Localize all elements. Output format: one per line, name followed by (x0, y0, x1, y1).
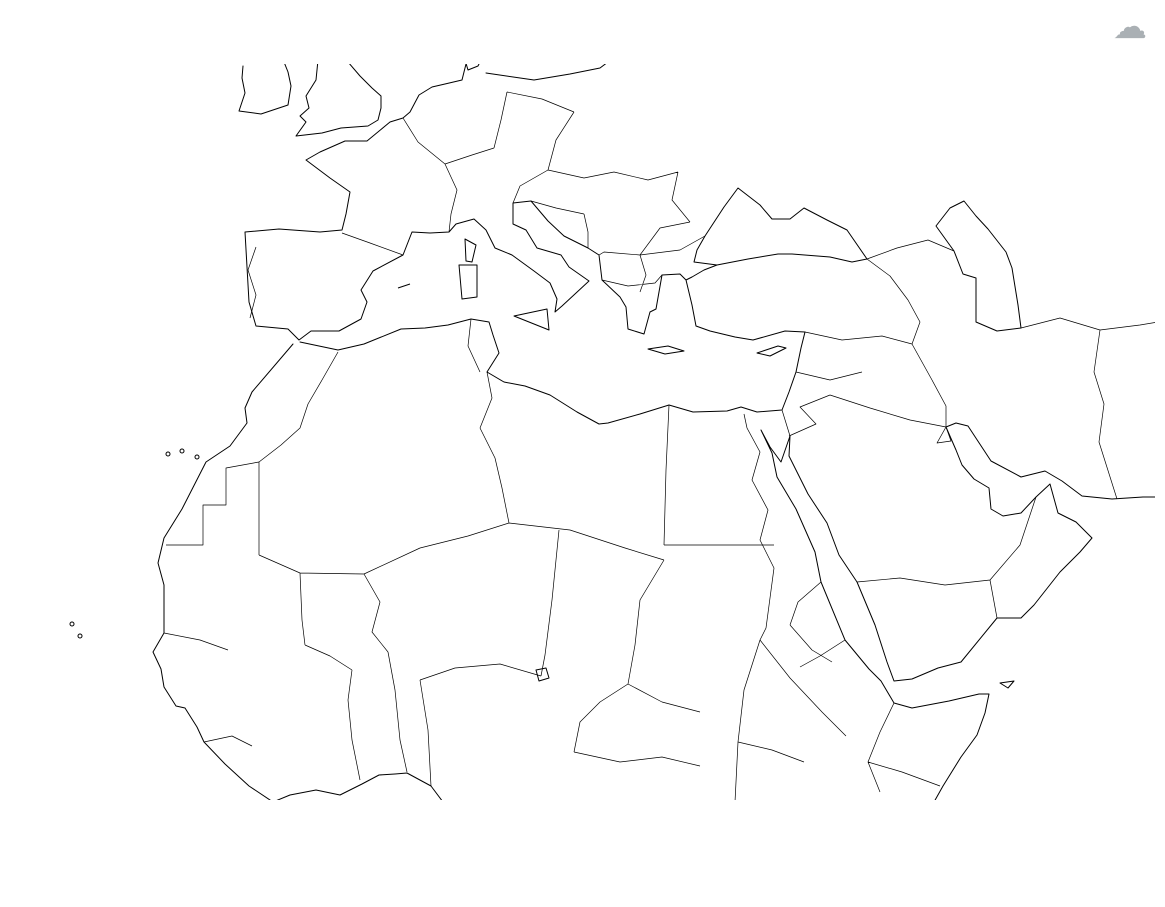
rivers (734, 413, 847, 800)
canary-island (179, 448, 185, 454)
islands (397, 238, 1015, 689)
cape-verde-island (77, 633, 83, 639)
canary-island (194, 454, 200, 460)
geography-layer (69, 64, 1155, 800)
coastlines (152, 64, 1155, 800)
cape-verde-island (69, 621, 75, 627)
cloud-icon: ☁ (1113, 7, 1147, 47)
country-borders (163, 91, 1155, 793)
seevccc-logo: ☁ (1113, 10, 1153, 44)
canary-island (165, 451, 171, 457)
